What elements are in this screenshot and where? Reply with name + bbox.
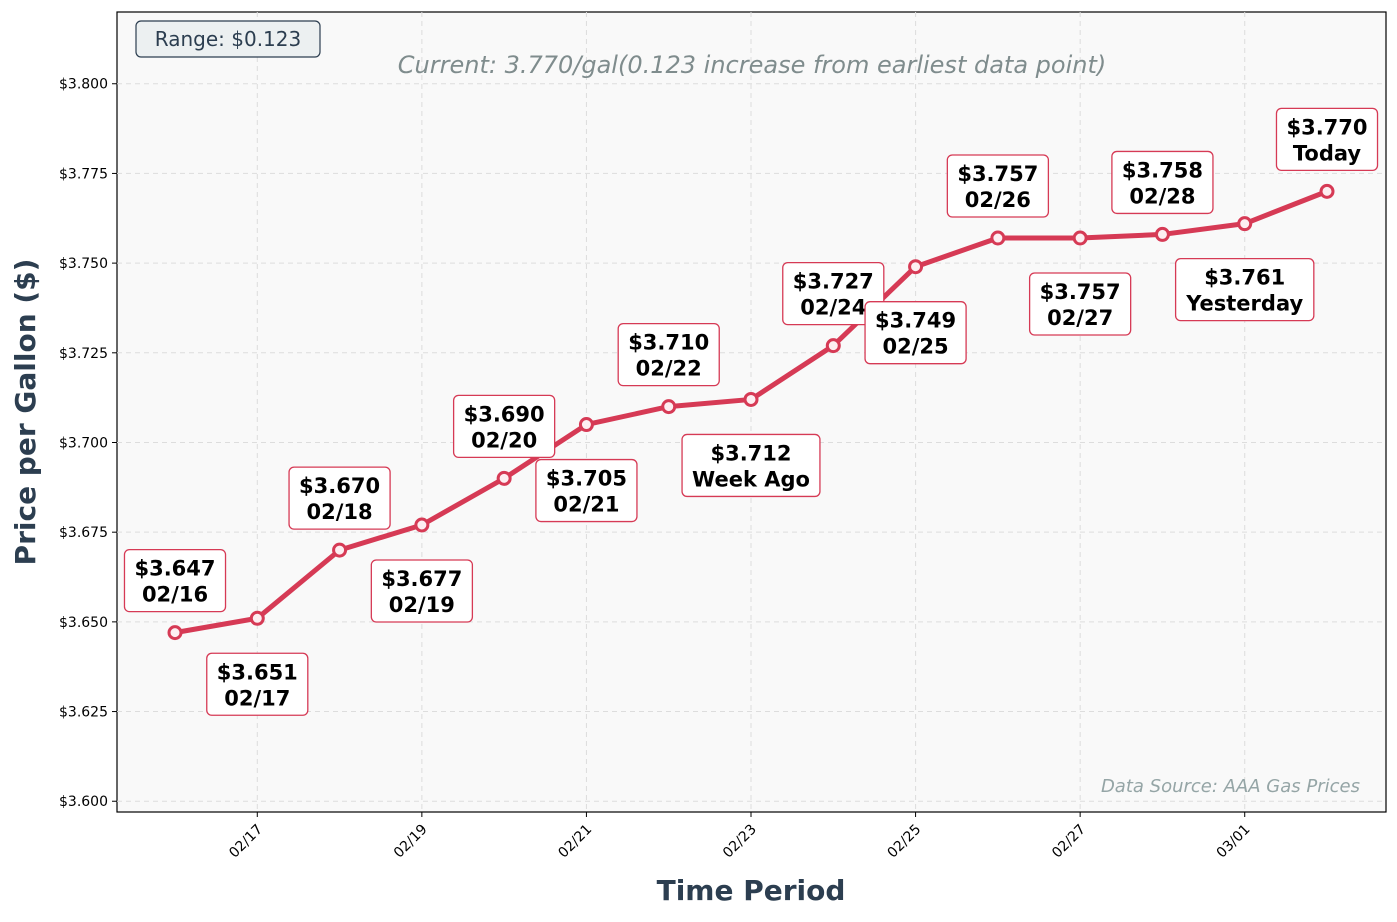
data-label-date: Yesterday [1185, 292, 1303, 316]
data-label-date: 02/18 [307, 500, 373, 524]
data-label-price: $3.757 [957, 162, 1038, 186]
data-label-box [946, 154, 1050, 218]
data-label-price: $3.710 [628, 331, 709, 355]
data-label-date: 02/26 [965, 188, 1031, 212]
data-point [1319, 183, 1335, 199]
data-label-price: $3.651 [217, 660, 298, 684]
data-label-box [681, 433, 821, 498]
data-point [1154, 226, 1170, 242]
data-label-date: 02/22 [636, 357, 702, 381]
data-label-box [864, 301, 967, 365]
data-label-date: 02/21 [553, 493, 619, 517]
y-tick-label: $3.650 [59, 615, 108, 631]
data-label-box [123, 548, 227, 613]
data-point [249, 610, 265, 626]
x-tick-label: 02/23 [720, 822, 760, 862]
data-point [578, 417, 594, 433]
y-tick-label: $3.600 [59, 794, 108, 810]
data-point [1237, 216, 1253, 232]
data-label-price: $3.758 [1122, 158, 1203, 182]
x-tick-label: 03/01 [1214, 822, 1254, 862]
x-tick-label: 02/25 [885, 822, 925, 862]
data-point [908, 259, 924, 275]
x-tick-label: 02/27 [1049, 822, 1089, 862]
range-text: Range: $0.123 [155, 27, 301, 51]
y-tick-label: $3.750 [59, 256, 108, 272]
data-label-box [782, 261, 885, 326]
x-tick-label: 02/21 [555, 822, 595, 862]
data-label-box [617, 322, 720, 387]
y-tick-label: $3.800 [59, 77, 108, 93]
data-label-price: $3.690 [464, 402, 545, 426]
data-label-date: 02/28 [1129, 184, 1195, 208]
data-point [1072, 230, 1088, 246]
y-tick-label: $3.700 [59, 435, 108, 451]
data-label-box [452, 394, 556, 459]
data-label-date: 02/25 [883, 335, 949, 359]
data-label-price: $3.677 [381, 567, 462, 591]
data-label-date: 02/27 [1047, 306, 1113, 330]
data-label-box [1275, 107, 1379, 172]
data-label-price: $3.705 [546, 467, 627, 491]
data-label-date: 02/16 [142, 583, 208, 607]
data-label-date: 02/24 [800, 296, 866, 320]
x-tick-label: 02/17 [226, 822, 266, 862]
data-label-box [288, 466, 391, 530]
y-axis-label: Price per Gallon ($) [9, 259, 42, 566]
range-box: Range: $0.123 [135, 20, 321, 58]
source-note: Data Source: AAA Gas Prices [1101, 776, 1360, 797]
data-label-price: $3.749 [875, 309, 956, 333]
data-label-price: $3.670 [299, 474, 380, 498]
data-label-price: $3.761 [1204, 266, 1285, 290]
data-label-date: Today [1293, 141, 1362, 165]
data-point [496, 470, 512, 486]
chart-title: Current: 3.770/gal(0.123 increase from e… [398, 51, 1106, 79]
data-label-box [370, 559, 474, 623]
data-point [414, 517, 430, 533]
data-point [167, 625, 183, 641]
data-label-date: 02/17 [224, 686, 290, 710]
y-tick-label: $3.725 [59, 346, 108, 362]
data-label-box [1111, 150, 1214, 215]
y-tick-label: $3.775 [59, 166, 108, 182]
data-label-price: $3.757 [1040, 280, 1121, 304]
data-label-date: 02/19 [389, 593, 455, 617]
data-label-date: Week Ago [692, 467, 810, 491]
data-label-box [1028, 272, 1132, 336]
data-point [332, 542, 348, 558]
x-axis-label: Time Period [657, 874, 846, 907]
y-tick-label: $3.625 [59, 705, 108, 721]
data-point [990, 230, 1006, 246]
data-point [743, 391, 759, 407]
data-label-price: $3.770 [1286, 115, 1367, 139]
data-label-box [535, 458, 638, 523]
data-point [825, 338, 841, 354]
y-tick-label: $3.675 [59, 525, 108, 541]
data-label-price: $3.712 [710, 441, 791, 465]
data-label-box [206, 652, 309, 716]
data-point [661, 399, 677, 415]
data-label-price: $3.727 [793, 270, 874, 294]
data-label-date: 02/20 [471, 428, 537, 452]
data-label-box [1174, 258, 1315, 322]
data-label-price: $3.647 [134, 557, 215, 581]
x-tick-label: 02/19 [391, 822, 431, 862]
